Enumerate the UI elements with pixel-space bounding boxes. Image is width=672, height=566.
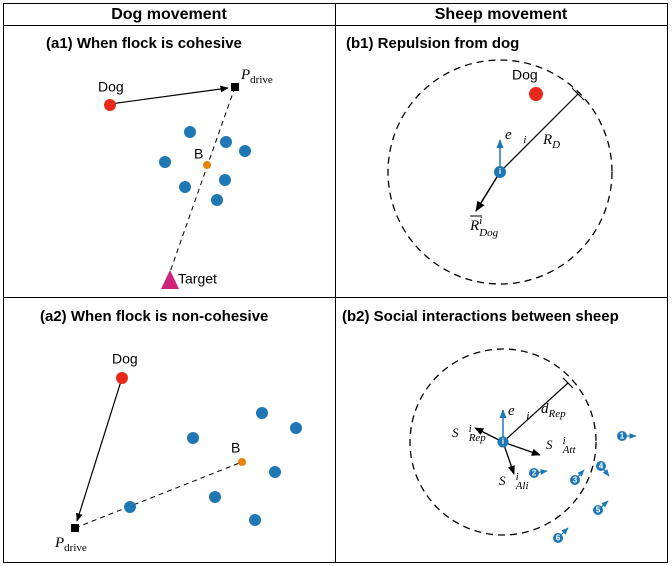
ali-label: S⃗i Ali [499,471,529,492]
heading-label: e⃗i [508,403,529,421]
panel-a2: (a2) When flock is non-cohesive Dog Pdri… [40,308,302,554]
neighbor [529,468,539,478]
p-drive-label: Pdrive [240,67,273,85]
panel-b1: (b1) Repulsion from dog RD Dog e⃗i Ri Dog… [346,35,613,285]
panel-b2: (b2) Social interactions between sheep d… [342,308,637,543]
target-label: Target [178,271,217,287]
dog [529,87,543,101]
panel-title: (a2) When flock is non-cohesive [40,308,268,325]
header: Dog movement [111,6,227,23]
neighbor [570,475,580,485]
repulsion [475,171,501,212]
neighbor [593,505,603,515]
radius-label: RD [542,132,560,150]
radius-tick [571,87,585,101]
frame [3,3,668,563]
radius-label: dRep [541,401,566,419]
attraction [502,441,541,456]
radius-tick [562,377,574,389]
sheep-i [494,166,506,178]
neighbor [617,431,627,441]
neighbors: 1 2 3 4 5 6 [529,431,637,543]
neighbor [596,461,606,471]
heading-label: e⃗i [505,127,526,145]
neighbor-label: 6 [556,534,561,543]
dog-arrow [109,85,229,105]
neighbor-label: 3 [573,476,578,485]
neighbor-label: 4 [599,462,604,471]
neighbor-label: 2 [532,469,537,478]
drive-line [169,86,236,273]
dog [116,372,128,384]
dog-label: Dog [112,351,138,367]
neighbor-label: 5 [596,506,601,515]
b-label: B [231,440,240,456]
radius [502,382,569,443]
p-drive-label: Pdrive [54,535,87,553]
dog-label: Dog [98,79,124,95]
dog [104,99,116,111]
panel-title: (b2) Social interactions between sheep [342,308,619,325]
zone [409,348,597,536]
sheep-i-label: i [502,437,504,446]
p-drive [71,524,79,532]
drive-line [74,461,243,529]
barycenter [238,458,246,466]
neighbor [553,533,563,543]
radius [499,93,579,173]
repulsion-label: Ri Dog [469,215,499,239]
rep-label: S⃗i Rep [452,423,486,444]
sheep [159,126,251,206]
sheep-i [497,436,509,448]
barycenter [203,161,211,169]
dog-arrow [76,377,123,522]
header: Sheep movement [435,6,568,23]
dog-label: Dog [512,67,538,83]
panel-title: (b1) Repulsion from dog [346,35,519,52]
panel-title: (a1) When flock is cohesive [46,35,242,52]
b-label: B [194,146,203,162]
p-drive [231,83,239,91]
sheep-i-label: i [499,167,501,176]
alignment [502,441,515,475]
target [161,270,179,289]
zone [387,59,613,285]
neighbor-label: 1 [620,432,625,441]
sheep [124,407,302,526]
att-label: S⃗i Att [546,435,576,456]
panel-a1: (a1) When flock is cohesive Dog Pdrive B… [46,35,273,289]
